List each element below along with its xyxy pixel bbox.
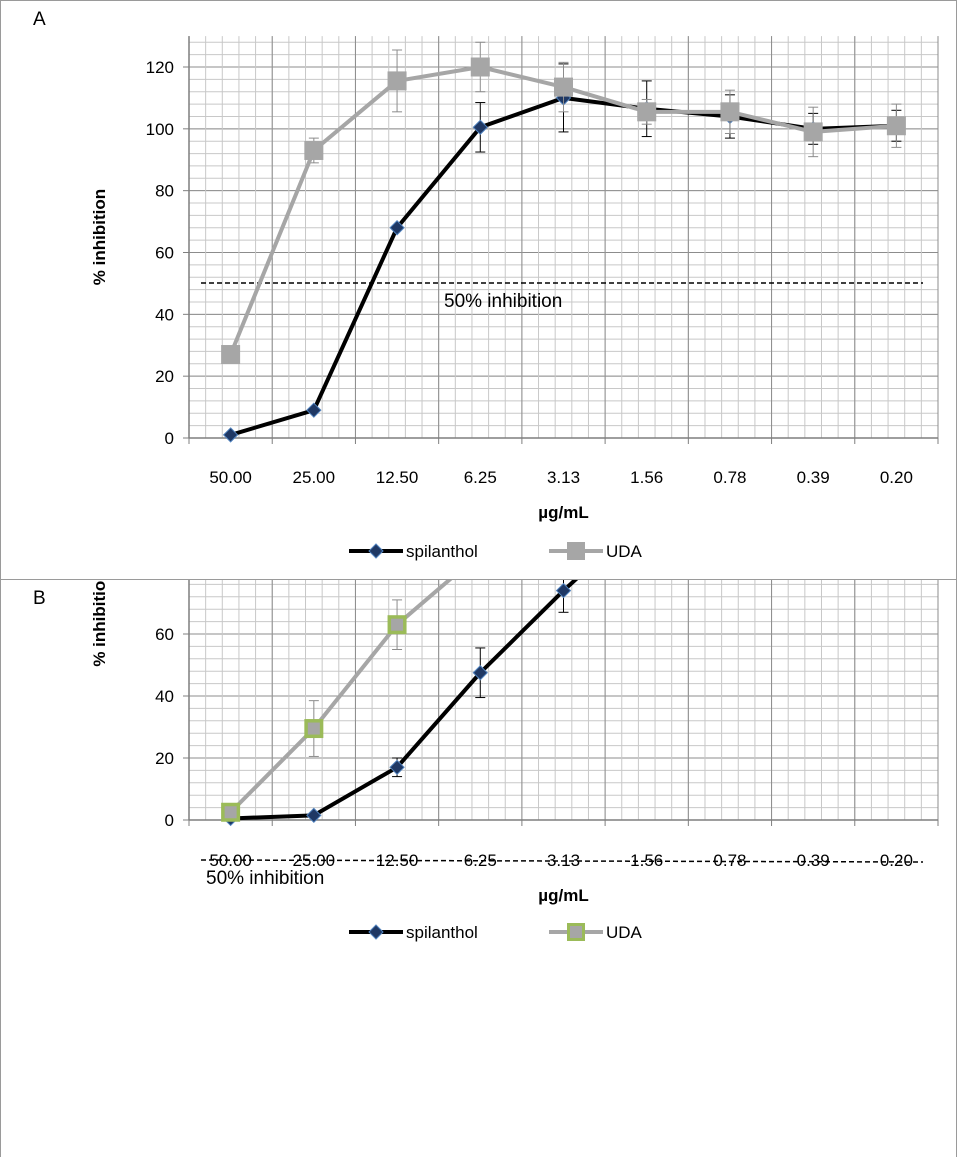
x-tick-label: 50.00 [209, 851, 252, 870]
panel-label: B [33, 588, 46, 609]
reference-line-label: 50% inhibition [206, 868, 324, 889]
chart-panel-a: A 0 20 40 60 80 100 120 50.00 25.00 12.50 6.25 3.13 1… [0, 0, 957, 580]
x-axis-title: µg/mL [538, 886, 588, 905]
data-point [389, 759, 405, 776]
series-spilanthol [222, 580, 579, 827]
data-point [720, 102, 740, 122]
x-tick-label: 25.00 [293, 468, 336, 487]
data-point [637, 102, 657, 122]
data-point [304, 140, 324, 160]
data-point [554, 77, 573, 97]
legend-swatch-marker [368, 924, 384, 940]
data-point [886, 116, 906, 136]
data-point [470, 57, 490, 77]
legend-label: spilanthol [406, 923, 478, 942]
x-tick-label: 0.20 [880, 468, 913, 487]
y-tick-label: 60 [155, 244, 174, 263]
reference-line-label: 50% inhibition [444, 291, 562, 312]
x-tick-label: 3.13 [547, 468, 580, 487]
x-tick-label: 6.25 [464, 468, 497, 487]
x-tick-label: 12.50 [376, 468, 419, 487]
chart-content: B02040608010012050.0025.0012.506.253.131… [33, 580, 939, 942]
panel-label: A [33, 9, 46, 30]
chart-content: A 0 20 40 60 80 100 120 50.00 25.00 12.50 6.25 3.13 1… [33, 9, 939, 561]
x-tick-label: 0.39 [797, 851, 830, 870]
y-tick-label: 60 [155, 625, 174, 644]
data-point [472, 119, 488, 135]
y-tick-label: 40 [155, 687, 174, 706]
series-line [229, 580, 453, 814]
legend-swatch-marker [567, 542, 585, 560]
series-line [230, 95, 897, 437]
data-point [221, 345, 241, 365]
data-point [389, 220, 405, 236]
legend-label: spilanthol [406, 542, 478, 561]
legend: spilanthol UDA [349, 542, 643, 561]
chart-b-svg: B02040608010012050.0025.0012.506.253.131… [33, 580, 939, 942]
x-axis-title: µg/mL [538, 503, 588, 522]
y-tick-label: 100 [146, 120, 174, 139]
data-point-inner [224, 806, 237, 819]
legend-item-spilanthol: spilanthol [349, 542, 478, 561]
y-tick-label: 80 [155, 182, 174, 201]
legend-label: UDA [606, 923, 643, 942]
legend-item-spilanthol: spilanthol [349, 923, 478, 942]
legend-item-uda: UDA [549, 542, 643, 561]
data-point-inner [307, 722, 320, 735]
data-point [222, 427, 239, 443]
y-tick-label: 0 [165, 811, 174, 830]
chart-a-svg: A 0 20 40 60 80 100 120 50.00 25.00 12.50 6.25 3.13 1… [33, 9, 939, 561]
chart-panel-b: B02040608010012050.0025.0012.506.253.131… [0, 580, 957, 1157]
x-tick-label: 1.56 [630, 851, 663, 870]
y-tick-label: 40 [155, 305, 174, 324]
x-tick-label: 0.20 [880, 851, 913, 870]
series-uda [221, 41, 906, 365]
x-tick-label: 6.25 [464, 851, 497, 870]
legend-swatch-inner [570, 926, 582, 938]
legend-swatch-marker [368, 543, 384, 559]
data-point [472, 665, 488, 681]
legend: spilanthol UDA [349, 923, 643, 942]
legend-label: UDA [606, 542, 643, 561]
data-point [555, 582, 572, 599]
x-tick-label: 0.39 [797, 468, 830, 487]
legend-item-uda: UDA [549, 923, 643, 942]
x-tick-label: 0.78 [713, 468, 746, 487]
data-point-inner [391, 618, 404, 631]
data-point [803, 122, 823, 142]
y-axis-title: % inhibition [90, 580, 109, 667]
data-point [306, 807, 322, 824]
x-tick-label: 0.78 [713, 851, 746, 870]
reference-line-50 [200, 859, 924, 863]
y-tick-label: 120 [146, 58, 174, 77]
data-point [306, 402, 322, 418]
data-point [387, 71, 407, 91]
y-tick-label: 20 [155, 367, 174, 386]
y-axis-title: % inhibition [90, 189, 109, 285]
x-tick-label: 1.56 [630, 468, 663, 487]
y-tick-label: 20 [155, 749, 174, 768]
x-tick-label: 50.00 [209, 468, 252, 487]
y-tick-label: 80 [155, 580, 174, 582]
series-uda [221, 580, 453, 822]
y-tick-label: 0 [165, 429, 174, 448]
